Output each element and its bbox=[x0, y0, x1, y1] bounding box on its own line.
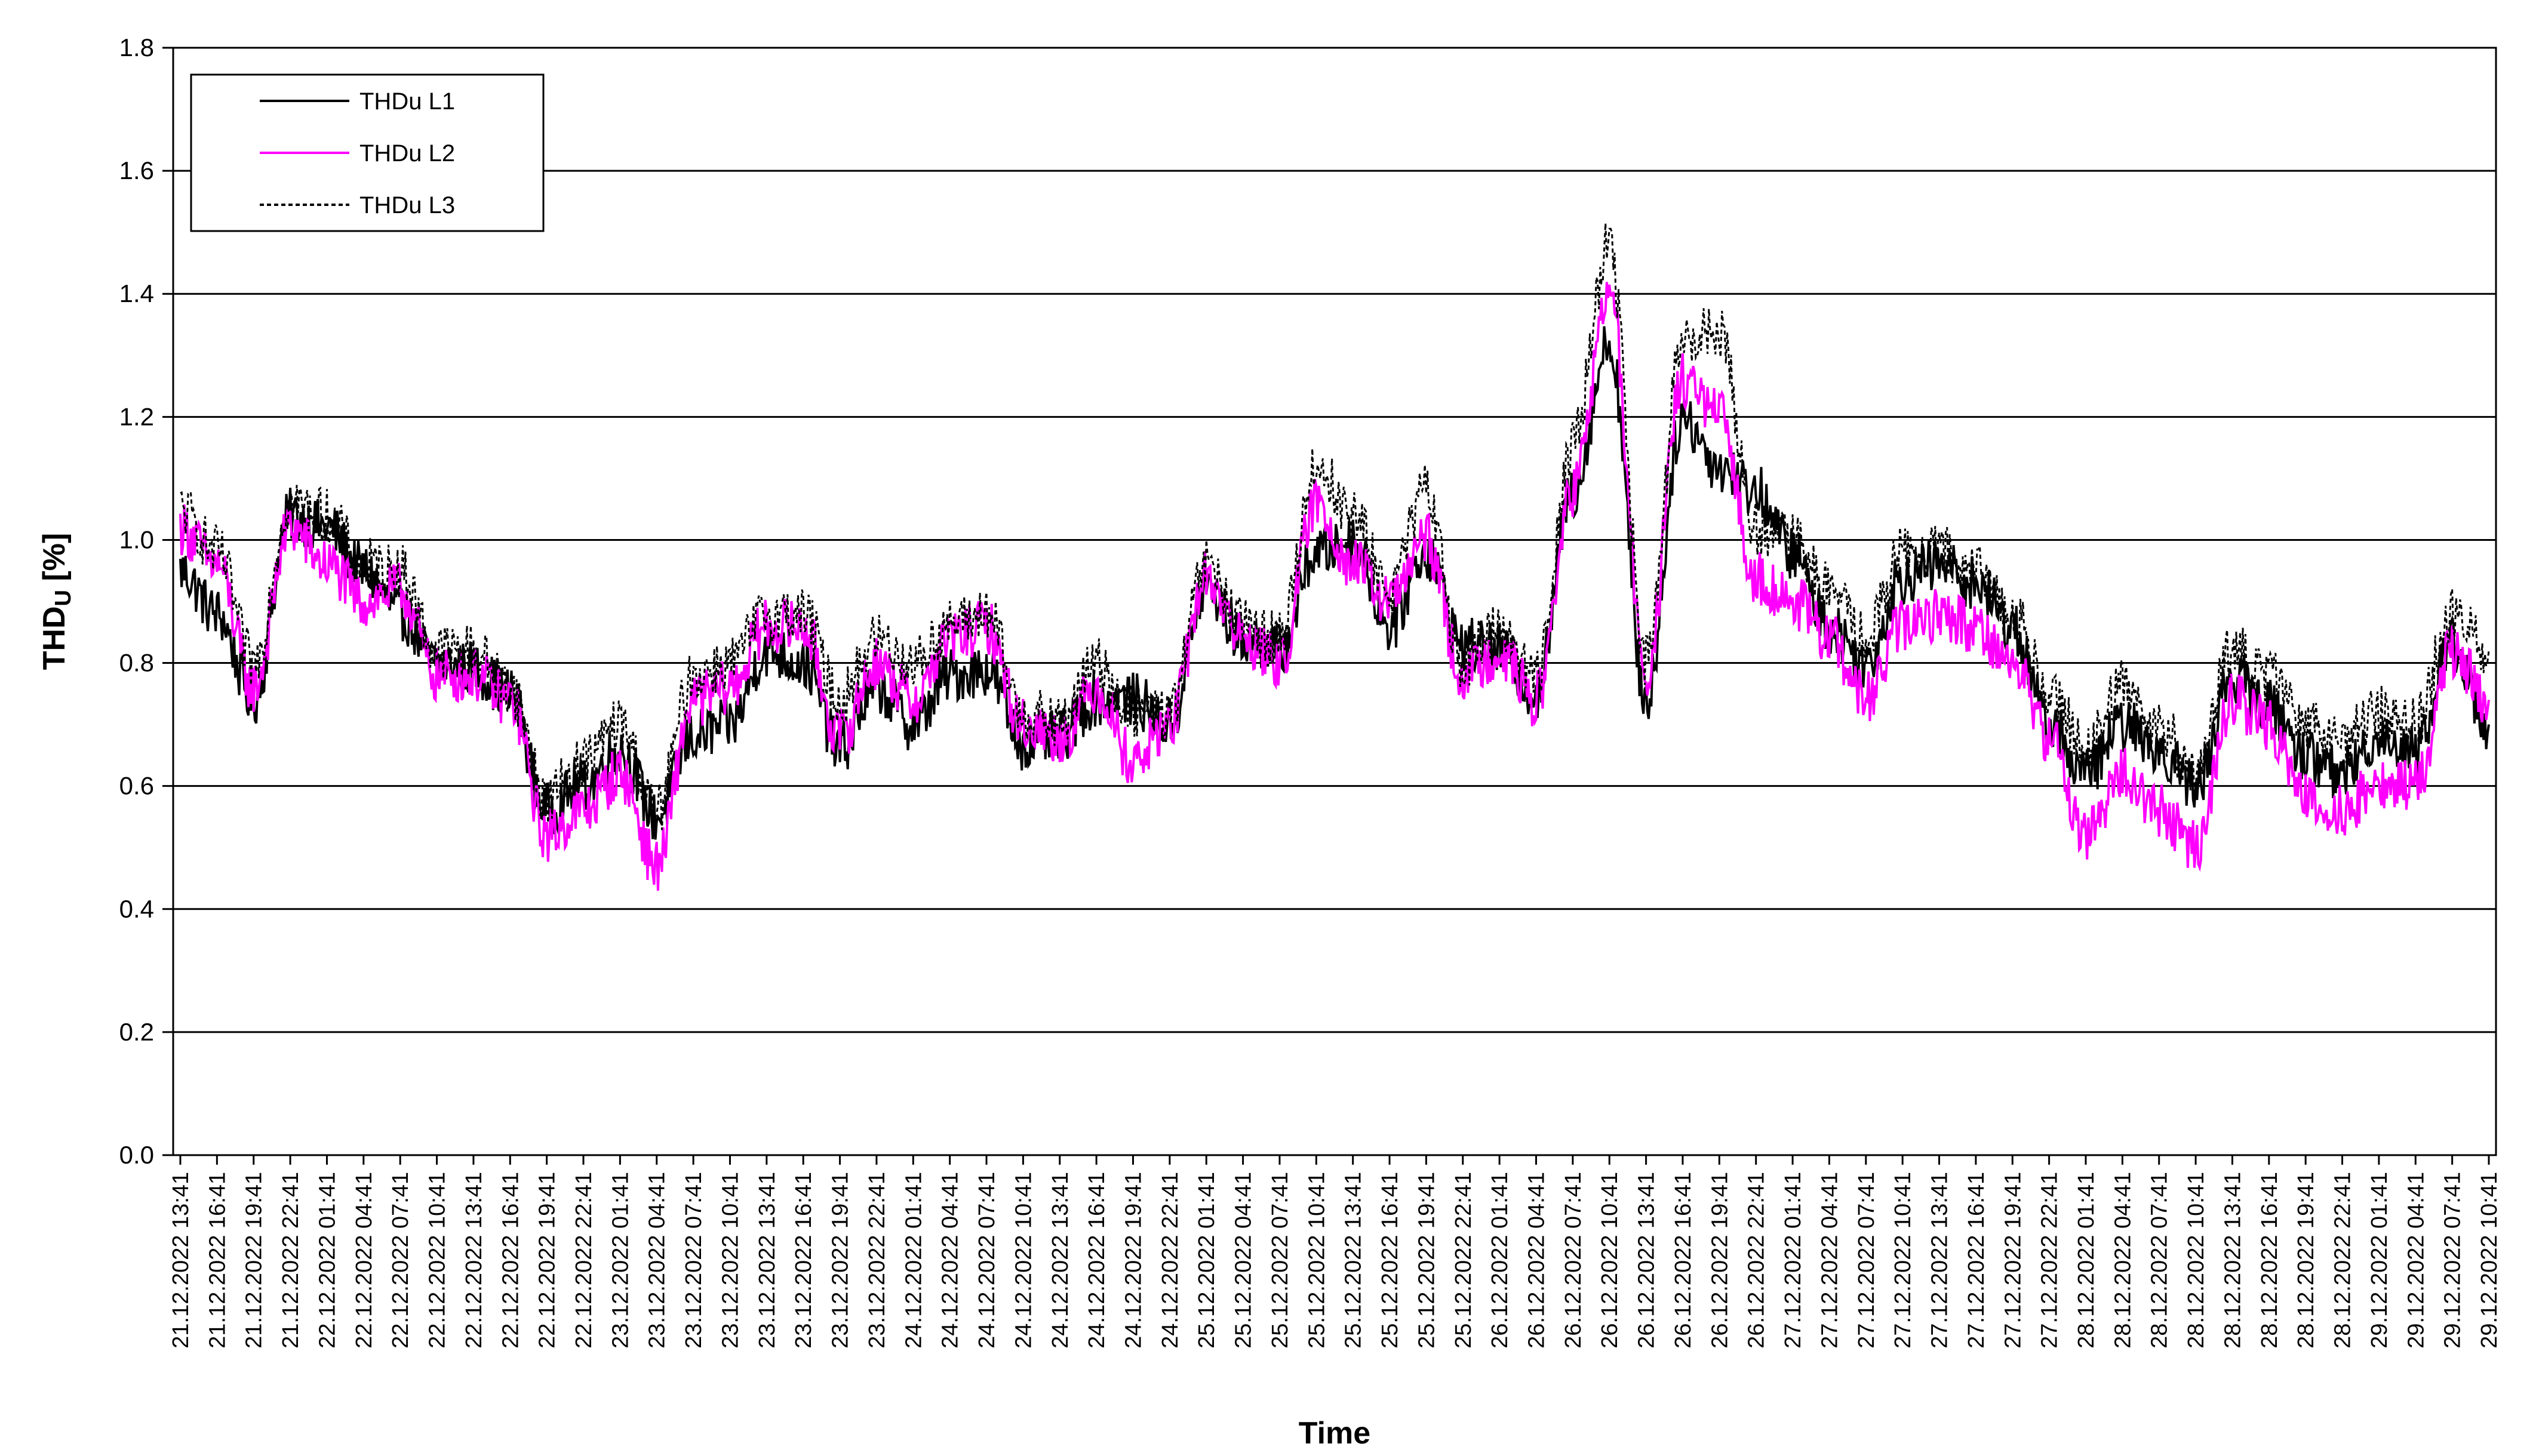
x-tick-label: 22.12.2022 10:41 bbox=[425, 1172, 450, 1349]
legend-label: THDu L3 bbox=[359, 192, 455, 218]
series-line bbox=[180, 223, 2490, 830]
x-tick-label: 28.12.2022 07:41 bbox=[2147, 1172, 2172, 1349]
legend: THDu L1 THDu L2 THDu L3 bbox=[190, 73, 545, 232]
x-tick-label: 22.12.2022 07:41 bbox=[388, 1172, 413, 1349]
x-tick-label: 21.12.2022 16:41 bbox=[205, 1172, 230, 1349]
x-tick-label: 25.12.2022 10:41 bbox=[1304, 1172, 1329, 1349]
x-tick-label: 28.12.2022 01:41 bbox=[2074, 1172, 2099, 1349]
x-tick-label: 24.12.2022 16:41 bbox=[1084, 1172, 1109, 1349]
x-tick-label: 27.12.2022 10:41 bbox=[1891, 1172, 1916, 1349]
y-tick-label: 0.2 bbox=[119, 1018, 154, 1046]
x-tick-label: 24.12.2022 04:41 bbox=[938, 1172, 963, 1349]
x-tick-label: 27.12.2022 19:41 bbox=[2000, 1172, 2025, 1349]
x-tick-label: 27.12.2022 13:41 bbox=[1928, 1172, 1953, 1349]
x-tick-label: 22.12.2022 16:41 bbox=[498, 1172, 523, 1349]
x-tick-label: 28.12.2022 19:41 bbox=[2294, 1172, 2319, 1349]
x-tick-label: 28.12.2022 16:41 bbox=[2257, 1172, 2282, 1349]
x-tick-label: 26.12.2022 22:41 bbox=[1744, 1172, 1769, 1349]
x-tick-label: 25.12.2022 07:41 bbox=[1268, 1172, 1293, 1349]
x-tick-label: 23.12.2022 04:41 bbox=[645, 1172, 670, 1349]
x-tick-label: 27.12.2022 01:41 bbox=[1781, 1172, 1806, 1349]
x-tick-label: 29.12.2022 01:41 bbox=[2367, 1172, 2392, 1349]
y-axis-title-unit: [%] bbox=[37, 533, 72, 590]
x-tick-label: 24.12.2022 22:41 bbox=[1158, 1172, 1183, 1349]
x-tick-label: 22.12.2022 13:41 bbox=[462, 1172, 487, 1349]
x-tick-label: 27.12.2022 07:41 bbox=[1854, 1172, 1879, 1349]
x-tick-label: 25.12.2022 22:41 bbox=[1451, 1172, 1476, 1349]
x-axis-ticks: 21.12.2022 13:41 21.12.2022 16:41 21.12.20… bbox=[168, 1155, 2502, 1349]
x-tick-label: 23.12.2022 01:41 bbox=[608, 1172, 633, 1349]
x-tick-label: 29.12.2022 07:41 bbox=[2440, 1172, 2466, 1349]
x-tick-label: 25.12.2022 04:41 bbox=[1231, 1172, 1256, 1349]
x-tick-label: 26.12.2022 16:41 bbox=[1671, 1172, 1696, 1349]
x-tick-label: 22.12.2022 04:41 bbox=[352, 1172, 377, 1349]
legend-label: THDu L1 bbox=[359, 88, 455, 115]
x-tick-label: 23.12.2022 19:41 bbox=[828, 1172, 853, 1349]
x-tick-label: 28.12.2022 22:41 bbox=[2331, 1172, 2356, 1349]
x-tick-label: 25.12.2022 13:41 bbox=[1341, 1172, 1366, 1349]
x-tick-label: 28.12.2022 10:41 bbox=[2184, 1172, 2209, 1349]
series-line bbox=[179, 282, 2490, 891]
y-tick-label: 1.2 bbox=[119, 402, 154, 430]
x-tick-label: 27.12.2022 04:41 bbox=[1817, 1172, 1842, 1349]
x-tick-label: 23.12.2022 07:41 bbox=[681, 1172, 706, 1349]
x-tick-label: 23.12.2022 22:41 bbox=[865, 1172, 890, 1349]
y-axis-title: THDU [%] bbox=[37, 533, 76, 670]
x-tick-label: 25.12.2022 16:41 bbox=[1378, 1172, 1403, 1349]
x-tick-label: 27.12.2022 22:41 bbox=[2037, 1172, 2062, 1349]
y-tick-label: 0.4 bbox=[119, 895, 154, 923]
legend-label: THDu L2 bbox=[359, 140, 455, 167]
x-tick-label: 29.12.2022 10:41 bbox=[2477, 1172, 2502, 1349]
x-tick-label: 26.12.2022 13:41 bbox=[1634, 1172, 1659, 1349]
x-tick-label: 21.12.2022 19:41 bbox=[242, 1172, 267, 1349]
plot-area bbox=[172, 47, 2497, 1156]
y-axis-title-main: THD bbox=[37, 606, 72, 670]
x-tick-label: 25.12.2022 19:41 bbox=[1414, 1172, 1439, 1349]
x-tick-label: 24.12.2022 13:41 bbox=[1048, 1172, 1073, 1349]
x-tick-label: 27.12.2022 16:41 bbox=[1964, 1172, 1989, 1349]
x-tick-label: 24.12.2022 10:41 bbox=[1011, 1172, 1036, 1349]
x-tick-label: 22.12.2022 01:41 bbox=[315, 1172, 340, 1349]
x-tick-label: 23.12.2022 13:41 bbox=[755, 1172, 780, 1349]
x-tick-label: 22.12.2022 22:41 bbox=[571, 1172, 597, 1349]
y-tick-label: 1.0 bbox=[119, 525, 154, 553]
x-tick-label: 29.12.2022 04:41 bbox=[2403, 1172, 2429, 1349]
series-lines bbox=[179, 223, 2490, 891]
x-tick-label: 26.12.2022 07:41 bbox=[1561, 1172, 1586, 1349]
x-tick-label: 24.12.2022 19:41 bbox=[1121, 1172, 1146, 1349]
y-tick-label: 1.4 bbox=[119, 279, 154, 307]
x-tick-label: 25.12.2022 01:41 bbox=[1194, 1172, 1219, 1349]
y-tick-label: 0.6 bbox=[119, 772, 154, 800]
x-tick-label: 22.12.2022 19:41 bbox=[535, 1172, 560, 1349]
x-tick-label: 21.12.2022 22:41 bbox=[278, 1172, 303, 1349]
y-tick-label: 1.8 bbox=[119, 33, 154, 61]
y-tick-label: 1.6 bbox=[119, 156, 154, 184]
x-tick-label: 28.12.2022 04:41 bbox=[2110, 1172, 2135, 1349]
y-tick-label: 0.8 bbox=[119, 649, 154, 677]
y-axis-title-subscript: U bbox=[51, 590, 76, 606]
x-tick-label: 26.12.2022 04:41 bbox=[1524, 1172, 1550, 1349]
x-tick-label: 28.12.2022 13:41 bbox=[2220, 1172, 2245, 1349]
x-tick-label: 26.12.2022 19:41 bbox=[1707, 1172, 1732, 1349]
x-tick-label: 26.12.2022 10:41 bbox=[1597, 1172, 1622, 1349]
x-axis-title: Time bbox=[1299, 1416, 1370, 1451]
x-tick-label: 26.12.2022 01:41 bbox=[1487, 1172, 1513, 1349]
legend-box bbox=[190, 73, 545, 232]
series-line bbox=[179, 326, 2490, 840]
x-tick-label: 24.12.2022 01:41 bbox=[901, 1172, 926, 1349]
x-tick-label: 24.12.2022 07:41 bbox=[975, 1172, 1000, 1349]
x-tick-label: 23.12.2022 16:41 bbox=[791, 1172, 816, 1349]
x-tick-label: 21.12.2022 13:41 bbox=[168, 1172, 193, 1349]
y-axis-ticks: 0.0 0.2 0.4 0.6 0.8 1.0 1.2 1.4 1.6 1.8 bbox=[119, 33, 173, 1169]
y-tick-label: 0.0 bbox=[119, 1141, 154, 1169]
x-tick-label: 23.12.2022 10:41 bbox=[718, 1172, 743, 1349]
